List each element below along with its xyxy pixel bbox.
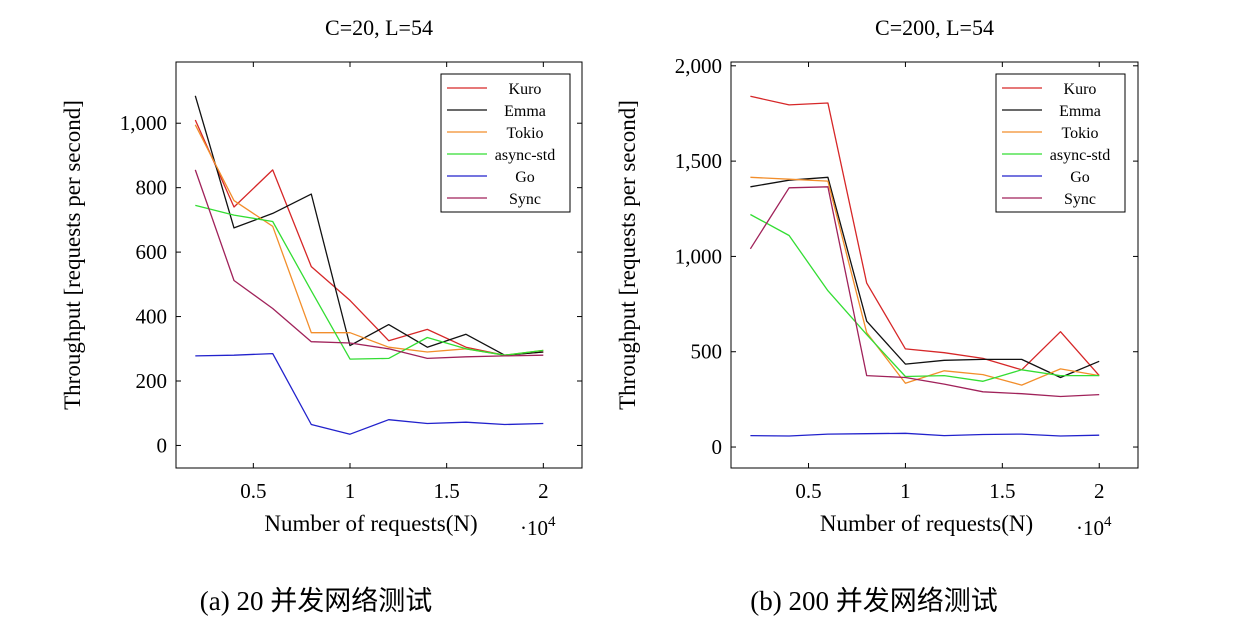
legend-entry: Go — [515, 169, 535, 186]
figure-caption: (a) 20 并发网络测试 — [200, 586, 432, 616]
x-tick-label: 0.5 — [795, 479, 821, 503]
y-tick-label: 0 — [157, 433, 168, 457]
series-line-emma — [194, 95, 544, 356]
x-tick-label: 0.5 — [240, 479, 266, 503]
x-axis-label: Number of requests(N) — [264, 511, 477, 536]
series-line-sync — [749, 186, 1100, 398]
legend-box — [995, 73, 1126, 213]
legend-entry: Kuro — [1064, 81, 1097, 98]
legend-entry: Emma — [1059, 103, 1101, 120]
legend-box — [440, 73, 571, 213]
chart-panel-2: C=200, L=54 0 500 1,000 1,500 2,000 0.5 1 1.5 2 Nu… — [615, 15, 1139, 616]
y-axis-label: Throughput [requests per second] — [60, 100, 85, 410]
x-multiplier-exponent: 4 — [1104, 514, 1112, 530]
y-tick-label: 200 — [136, 369, 168, 393]
y-tick-label: 500 — [691, 340, 723, 364]
series-line-kuro — [194, 119, 544, 356]
series-line-emma — [750, 176, 1100, 379]
figure-caption: (b) 200 并发网络测试 — [750, 586, 997, 616]
legend-entry: Sync — [509, 191, 541, 208]
chart-panel-1: C=20, L=54 0 200 400 600 800 1,000 0.5 1 1.5 2 Numb… — [60, 15, 583, 616]
chart-title: C=20, L=54 — [325, 15, 433, 40]
y-tick-label: 800 — [136, 176, 168, 200]
legend-entry: Tokio — [506, 125, 543, 142]
legend-entry: Go — [1070, 169, 1090, 186]
x-tick-label: 1 — [345, 479, 356, 503]
y-tick-label: 1,000 — [120, 111, 167, 135]
series-line-async-std — [750, 213, 1100, 382]
legend-entry: Sync — [1064, 191, 1096, 208]
series-line-tokio — [750, 176, 1100, 386]
legend-entry: Tokio — [1061, 125, 1098, 142]
series-line-sync — [194, 169, 544, 360]
plot-frame — [730, 61, 1139, 469]
x-tick-label: 1 — [900, 479, 911, 503]
x-multiplier: ·104 — [520, 514, 556, 540]
legend-entry: async-std — [495, 147, 555, 164]
x-multiplier: ·104 — [1076, 514, 1112, 540]
y-tick-label: 1,500 — [675, 149, 722, 173]
series-line-go — [750, 432, 1100, 437]
legend-entry: async-std — [1050, 147, 1110, 164]
legend-entry: Emma — [504, 103, 546, 120]
y-tick-label: 0 — [712, 435, 723, 459]
y-axis-label: Throughput [requests per second] — [615, 100, 640, 410]
x-tick-label: 1.5 — [434, 479, 460, 503]
x-axis-label: Number of requests(N) — [820, 511, 1033, 536]
legend: Kuro Emma Tokio async-std Go Sync — [440, 73, 571, 213]
series-line-go — [195, 352, 544, 435]
plot-frame — [175, 61, 583, 469]
x-multiplier-exponent: 4 — [548, 514, 556, 530]
y-tick-label: 2,000 — [675, 54, 722, 78]
chart-title: C=200, L=54 — [875, 15, 994, 40]
legend: Kuro Emma Tokio async-std Go Sync — [995, 73, 1126, 213]
y-tick-label: 600 — [136, 240, 168, 264]
x-tick-label: 2 — [1094, 479, 1105, 503]
x-tick-label: 1.5 — [989, 479, 1015, 503]
series-line-async-std — [195, 204, 544, 360]
series-line-kuro — [750, 95, 1100, 377]
legend-entry: Kuro — [509, 81, 542, 98]
x-tick-label: 2 — [538, 479, 549, 503]
y-tick-label: 1,000 — [675, 244, 722, 268]
y-tick-label: 400 — [136, 305, 168, 329]
